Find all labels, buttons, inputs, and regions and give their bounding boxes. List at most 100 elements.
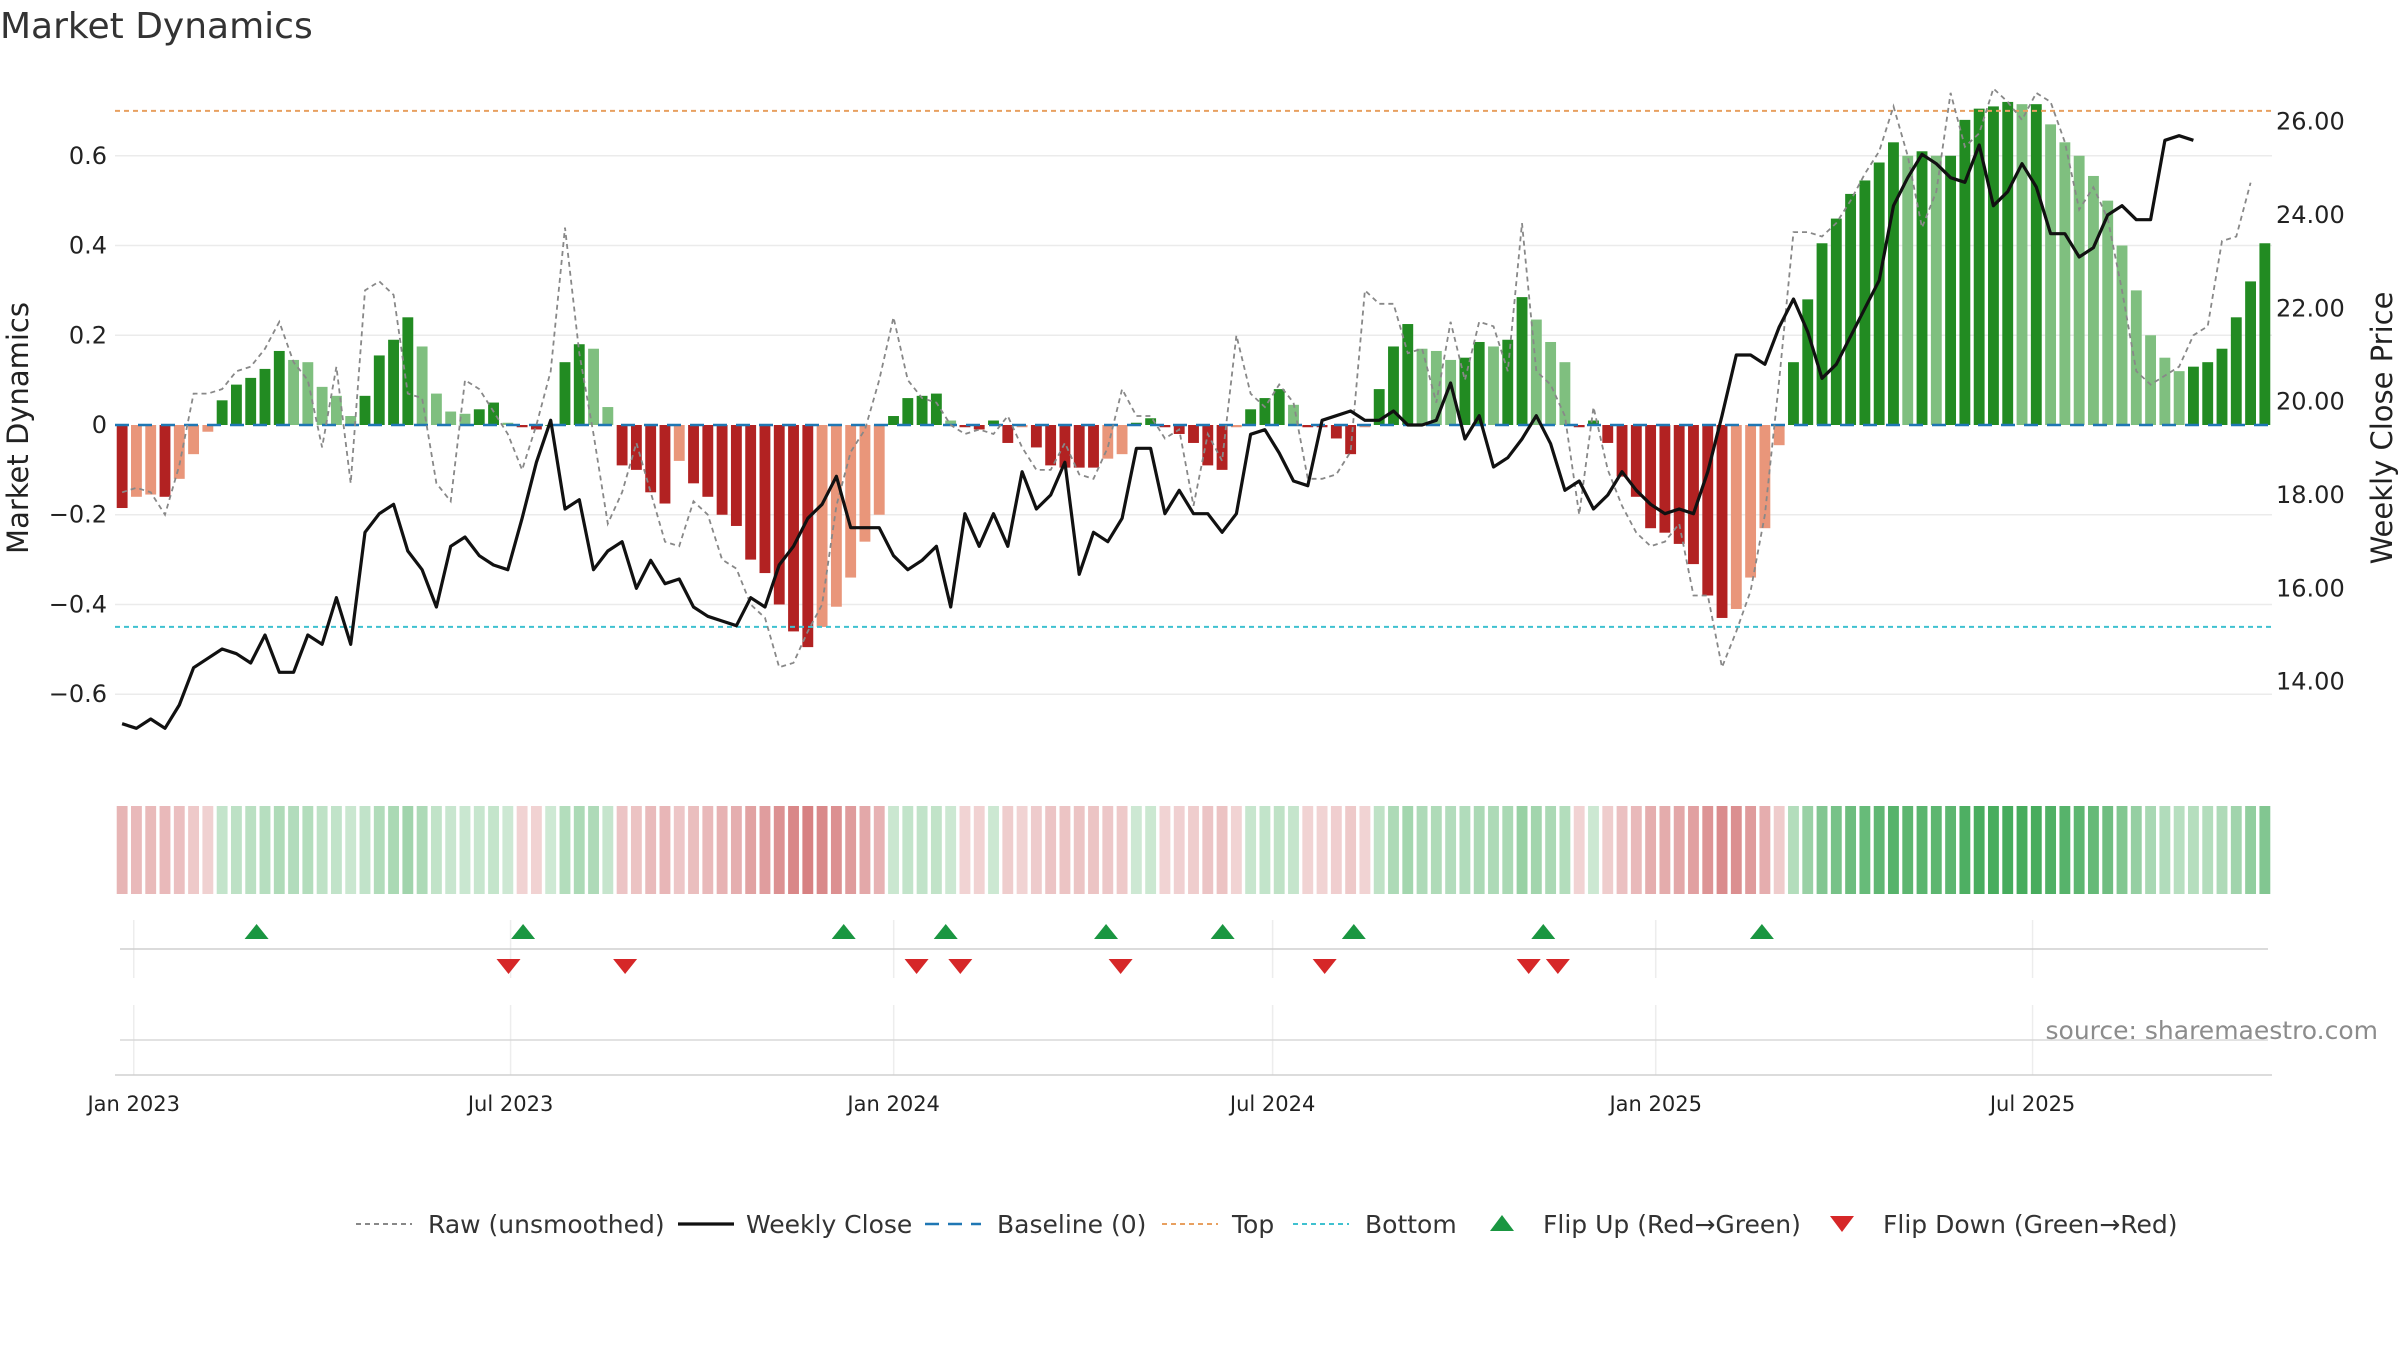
regime-cell xyxy=(202,806,214,894)
md-bar xyxy=(2216,348,2228,425)
regime-cell xyxy=(1659,806,1671,894)
date-panel: Jan 2023 Jul 2023 Jan 2024 Jul 2024 Jan 2025… xyxy=(85,1005,2272,1116)
regime-cell xyxy=(1516,806,1528,894)
regime-cell xyxy=(1959,806,1971,894)
legend-item-bottom: Bottom xyxy=(1293,1210,1457,1239)
md-bar xyxy=(2059,142,2071,426)
regime-cell xyxy=(902,806,914,894)
md-bar xyxy=(1816,243,1828,425)
md-bar xyxy=(1545,341,1557,425)
regime-cell xyxy=(1316,806,1328,894)
flip-up-marker xyxy=(1094,924,1119,939)
md-bar xyxy=(773,425,785,605)
regime-cell xyxy=(1845,806,1857,894)
legend-item-flip-down: Flip Down (Green→Red) xyxy=(1830,1210,2178,1239)
md-bar xyxy=(1116,425,1128,455)
md-bar xyxy=(1388,346,1399,425)
regime-cell xyxy=(1502,806,1514,894)
md-bar xyxy=(1588,420,1599,425)
legend-item-close: Weekly Close xyxy=(678,1210,912,1239)
md-bar xyxy=(2016,104,2028,426)
regime-cell xyxy=(1259,806,1271,894)
legend-label: Top xyxy=(1231,1210,1274,1239)
md-bar xyxy=(1202,425,1214,466)
flip-down-marker xyxy=(613,959,638,974)
regime-cell xyxy=(530,806,542,894)
md-bar xyxy=(330,395,342,425)
md-bar xyxy=(1059,425,1071,468)
md-bar xyxy=(902,398,914,425)
md-bar xyxy=(373,355,385,425)
regime-cell xyxy=(988,806,999,894)
md-bar xyxy=(230,384,242,425)
regime-cell xyxy=(445,806,457,894)
md-bar xyxy=(602,407,614,425)
md-bar xyxy=(1302,425,1314,428)
regime-cell xyxy=(1130,806,1142,894)
md-bar xyxy=(673,425,685,461)
md-bar xyxy=(2159,357,2171,425)
chart-title: Market Dynamics xyxy=(0,6,313,47)
md-bar xyxy=(288,359,299,425)
md-bar xyxy=(1902,155,1914,425)
flip-up-marker xyxy=(1531,924,1556,939)
x-tick-label: Jan 2023 xyxy=(85,1092,180,1116)
md-bar xyxy=(302,362,314,425)
legend-swatch-flip-up xyxy=(1490,1215,1514,1231)
regime-cell xyxy=(288,806,299,894)
flip-markers-panel xyxy=(120,920,2268,978)
md-bar xyxy=(1045,425,1057,466)
regime-cell xyxy=(1602,806,1614,894)
regime-cell xyxy=(1073,806,1085,894)
md-bar xyxy=(1330,425,1342,439)
md-bar xyxy=(1630,425,1642,497)
y2-tick-label: 16.00 xyxy=(2276,574,2345,602)
regime-cell xyxy=(2145,806,2157,894)
md-bar xyxy=(588,348,599,425)
regime-cell xyxy=(1430,806,1442,894)
regime-cell xyxy=(659,806,671,894)
regime-cell xyxy=(888,806,899,894)
md-bar xyxy=(1873,162,1885,425)
regime-cell xyxy=(2259,806,2271,894)
regime-cell xyxy=(2088,806,2099,894)
md-bar xyxy=(1959,119,1971,425)
regime-cell xyxy=(745,806,757,894)
regime-cell xyxy=(616,806,628,894)
md-bar xyxy=(845,425,857,578)
regime-cell xyxy=(1759,806,1771,894)
regime-cell xyxy=(716,806,728,894)
md-bar xyxy=(1802,299,1814,425)
flip-up-marker xyxy=(244,924,269,939)
legend-label: Bottom xyxy=(1365,1210,1457,1239)
regime-cell xyxy=(188,806,199,894)
md-bar xyxy=(188,425,199,455)
md-bar xyxy=(1245,409,1257,425)
y2-tick-label: 20.00 xyxy=(2276,388,2345,416)
md-bar xyxy=(1688,425,1699,565)
regime-cell xyxy=(1688,806,1699,894)
regime-cell xyxy=(116,806,128,894)
flip-up-marker xyxy=(511,924,536,939)
md-bar xyxy=(573,344,585,425)
regime-cell xyxy=(559,806,571,894)
legend-swatch-flip-down xyxy=(1830,1216,1854,1232)
regime-cell xyxy=(1159,806,1171,894)
md-bar xyxy=(2030,104,2042,426)
md-bar xyxy=(216,400,228,425)
regime-cell xyxy=(802,806,814,894)
regime-cell xyxy=(1730,806,1742,894)
legend-label: Baseline (0) xyxy=(997,1210,1146,1239)
regime-cell xyxy=(1245,806,1257,894)
md-bar xyxy=(1416,348,1428,425)
y-tick-label: −0.6 xyxy=(49,680,107,708)
regime-cell xyxy=(1673,806,1685,894)
flip-up-marker xyxy=(1210,924,1235,939)
weekly-close-line xyxy=(121,134,2194,730)
md-bar xyxy=(1845,193,1857,425)
regime-cell xyxy=(1016,806,1028,894)
regime-cell xyxy=(1345,806,1357,894)
md-bar xyxy=(1916,151,1928,426)
regime-cell xyxy=(1330,806,1342,894)
regime-cell xyxy=(273,806,285,894)
